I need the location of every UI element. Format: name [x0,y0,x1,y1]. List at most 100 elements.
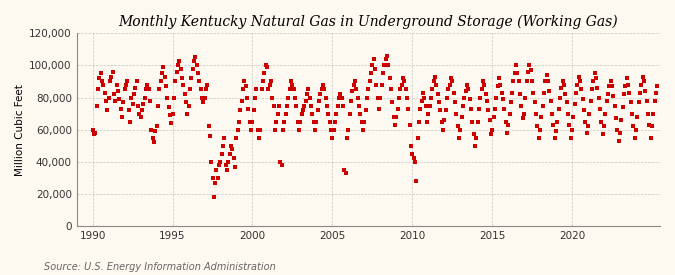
Point [394,95,404,100]
Point [294,127,304,132]
Point [410,160,421,164]
Point [516,103,527,108]
Point [541,73,552,77]
Point [578,108,589,112]
Point [199,95,210,100]
Point [88,132,99,137]
Point [591,76,601,81]
Point [308,119,319,124]
Point [583,124,593,129]
Point [526,79,537,84]
Point [155,79,166,84]
Point [194,79,205,84]
Point [601,98,612,103]
Point [446,76,456,81]
Point [514,79,524,84]
Point [567,127,578,132]
Point [127,102,138,106]
Point [126,95,136,100]
Point [263,87,274,92]
Point [206,160,217,164]
Point [318,82,329,87]
Point [232,127,243,132]
Point [568,115,579,119]
Point [333,95,344,100]
Point [371,82,382,87]
Point [518,116,529,120]
Point [128,92,139,97]
Point [564,123,575,127]
Point [425,95,436,100]
Point [188,58,199,63]
Point [588,79,599,84]
Point [138,102,148,106]
Point [148,140,159,145]
Point [223,160,234,164]
Point [324,119,335,124]
Point [314,98,325,103]
Point [307,111,318,116]
Point [118,100,129,104]
Point [484,118,495,122]
Point [336,95,347,100]
Point [427,87,437,92]
Point [364,79,375,84]
Point [239,79,250,84]
Point [576,87,587,92]
Point [549,135,560,140]
Point [644,123,655,127]
Point [614,139,624,143]
Point [592,86,603,90]
Title: Monthly Kentucky Natural Gas in Underground Storage (Working Gas): Monthly Kentucky Natural Gas in Undergro… [119,15,618,29]
Point [630,127,641,132]
Point [626,111,637,116]
Point [636,82,647,87]
Point [460,89,471,93]
Point [472,119,483,124]
Point [256,87,267,92]
Point [424,103,435,108]
Point [273,103,284,108]
Point [421,119,432,124]
Point [477,79,488,84]
Point [117,115,128,119]
Point [574,79,585,84]
Point [451,111,462,116]
Point [132,103,143,108]
Point [508,79,519,84]
Point [281,103,292,108]
Point [503,123,514,127]
Point [113,89,124,93]
Point [158,65,169,69]
Point [563,111,574,116]
Point [537,103,548,108]
Point [346,98,356,103]
Point [291,103,302,108]
Point [169,95,180,100]
Point [105,79,115,84]
Point [492,84,503,89]
Point [522,70,533,74]
Point [376,82,387,87]
Point [283,95,294,100]
Point [558,79,568,84]
Point [187,67,198,71]
Point [463,87,474,92]
Point [587,87,597,92]
Point [182,111,192,116]
Point [387,100,398,104]
Point [372,95,383,100]
Point [533,135,544,140]
Point [252,127,263,132]
Point [641,98,652,103]
Point [439,118,450,122]
Point [280,111,291,116]
Point [428,79,439,84]
Point [560,92,571,97]
Point [143,87,154,92]
Point [191,63,202,68]
Point [421,103,431,108]
Point [255,127,266,132]
Point [402,95,412,100]
Point [157,71,167,76]
